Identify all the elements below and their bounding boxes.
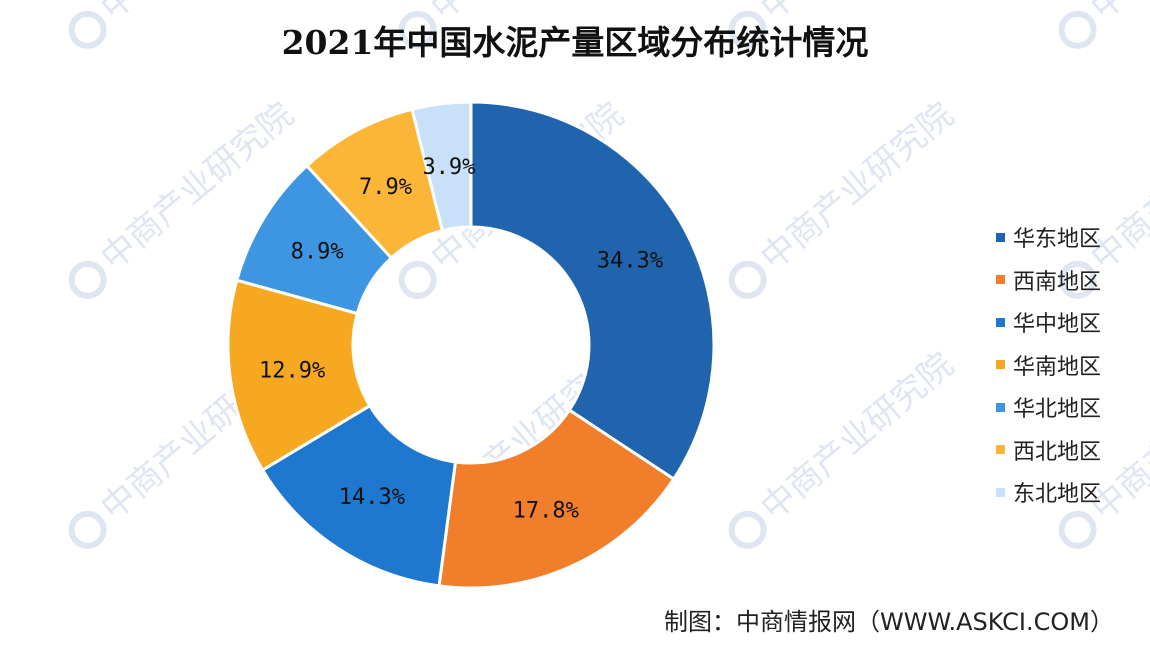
slice-3 [260,403,458,588]
slice-2 [437,408,676,590]
legend-item: 西北地区 [996,429,1101,472]
source-credit: 制图：中商情报网（WWW.ASKCI.COM） [664,608,1114,636]
slice-label-1: 34.3% [597,249,663,274]
slice-label-2: 17.8% [513,498,579,523]
legend-swatch [996,275,1005,285]
legend-label: 华中地区 [1013,312,1102,338]
legend-swatch [996,360,1005,370]
slice-4 [226,278,372,473]
legend-swatch [996,232,1005,242]
slice-label-7: 3.9% [422,155,475,180]
legend-item: 华北地区 [996,386,1101,429]
legend-label: 华南地区 [1013,354,1102,380]
legend-item: 华南地区 [996,344,1101,387]
legend-label: 西北地区 [1013,439,1102,465]
legend-label: 西南地区 [1013,269,1102,295]
legend-item: 华中地区 [996,301,1101,344]
legend-item: 西南地区 [996,259,1101,302]
slice-1 [469,100,716,482]
slice-7 [410,100,473,233]
legend-label: 华东地区 [1013,227,1102,253]
slice-label-6: 7.9% [359,175,412,200]
slice-label-3: 14.3% [339,485,405,510]
slice-label-4: 12.9% [259,358,325,383]
chart-legend: 华东地区西南地区华中地区华南地区华北地区西北地区东北地区 [996,216,1101,514]
legend-swatch [996,487,1005,497]
legend-swatch [996,445,1005,455]
legend-swatch [996,402,1005,412]
legend-swatch [996,317,1005,327]
legend-item: 华东地区 [996,216,1101,259]
chart-title: 2021年中国水泥产量区域分布统计情况 [281,23,869,62]
legend-item: 东北地区 [996,471,1101,514]
legend-label: 华北地区 [1013,397,1102,423]
legend-label: 东北地区 [1013,482,1102,508]
slice-label-5: 8.9% [291,240,344,265]
